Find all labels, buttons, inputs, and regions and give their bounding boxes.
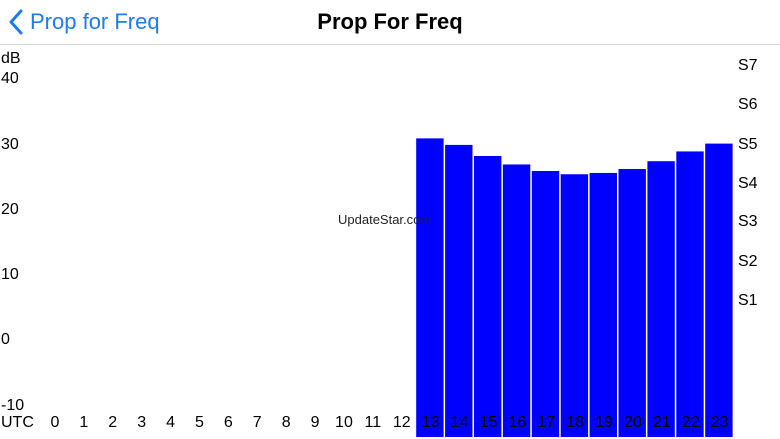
s-meter-label: S5 (738, 136, 758, 153)
back-button[interactable]: Prop for Freq (8, 0, 160, 44)
bar-utc-14 (445, 144, 473, 437)
x-tick-label: 2 (108, 414, 117, 431)
bar-utc-23 (705, 143, 733, 437)
x-tick-label: 0 (50, 414, 59, 431)
x-tick-label: 14 (451, 414, 469, 431)
s-meter-label: S7 (738, 57, 758, 74)
chevron-left-icon (9, 9, 23, 35)
x-tick-label: 6 (224, 414, 233, 431)
x-tick-label: 5 (195, 414, 204, 431)
bar-utc-13 (416, 138, 444, 437)
y-tick-label: 30 (1, 136, 19, 153)
navigation-bar: Prop for Freq Prop For Freq (0, 0, 780, 45)
bar-utc-19 (589, 172, 617, 437)
x-tick-label: 20 (624, 414, 642, 431)
x-tick-label: 15 (480, 414, 498, 431)
x-tick-label: 4 (166, 414, 175, 431)
x-tick-label: 12 (393, 414, 411, 431)
bar-utc-18 (560, 174, 589, 437)
y-tick-label: 10 (1, 266, 19, 283)
x-tick-label: 23 (711, 414, 729, 431)
bar-utc-22 (676, 151, 704, 437)
x-tick-label: 21 (653, 414, 671, 431)
x-tick-label: 22 (682, 414, 700, 431)
x-tick-label: 17 (537, 414, 555, 431)
y-tick-label: 20 (1, 201, 19, 218)
x-tick-label: 3 (137, 414, 146, 431)
y-axis-label: dB (1, 50, 21, 67)
bar-utc-20 (618, 169, 646, 437)
x-tick-label: 9 (311, 414, 320, 431)
x-tick-label: 13 (422, 414, 440, 431)
y-tick-label: -10 (1, 397, 24, 414)
y-tick-label: 0 (1, 331, 10, 348)
s-meter-label: S4 (738, 175, 758, 192)
y-tick-label: 40 (1, 70, 19, 87)
x-tick-label: 19 (595, 414, 613, 431)
s-meter-label: S1 (738, 292, 758, 309)
bar-utc-21 (647, 161, 675, 437)
x-tick-label: 10 (335, 414, 353, 431)
x-tick-label: 16 (508, 414, 526, 431)
x-tick-label: 11 (365, 414, 382, 431)
bar-utc-16 (502, 164, 531, 437)
x-tick-label: 1 (79, 414, 88, 431)
s-meter-label: S6 (738, 96, 758, 113)
x-tick-label: 8 (282, 414, 291, 431)
s-meter-label: S3 (738, 213, 758, 230)
watermark: UpdateStar.com (338, 212, 432, 227)
s-meter-label: S2 (738, 253, 758, 270)
bar-utc-17 (531, 170, 560, 437)
bar-utc-15 (474, 155, 502, 437)
back-button-label: Prop for Freq (30, 9, 160, 34)
x-tick-label: 7 (253, 414, 262, 431)
x-axis-label: UTC (1, 414, 34, 431)
x-tick-label: 18 (566, 414, 584, 431)
